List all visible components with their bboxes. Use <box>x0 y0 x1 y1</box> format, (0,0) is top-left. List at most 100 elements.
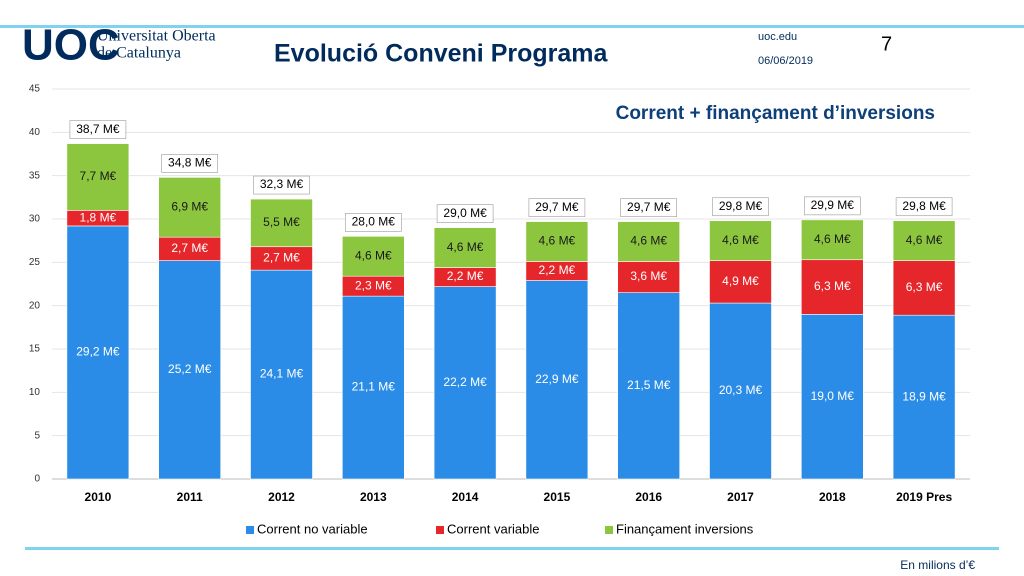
x-tick-label: 2011 <box>177 490 203 504</box>
value-label: 5,5 M€ <box>263 215 300 229</box>
bar-segment <box>250 269 313 480</box>
chart-subtitle: Corrent + finançament d’inversions <box>616 103 935 124</box>
value-label: 4,6 M€ <box>447 240 484 254</box>
legend-label: Finançament inversions <box>616 521 754 536</box>
bar-segment <box>158 177 221 238</box>
bar-segment <box>617 221 681 262</box>
legend-label: Corrent no variable <box>257 521 368 536</box>
x-tick-label: 2018 <box>819 490 846 504</box>
bar-segment <box>709 302 772 480</box>
value-label: 19,0 M€ <box>811 389 855 403</box>
total-label: 38,7 M€ <box>76 122 120 136</box>
value-label: 6,3 M€ <box>906 280 943 294</box>
page-number: 7 <box>881 33 892 55</box>
total-box <box>712 197 769 217</box>
total-label: 32,3 M€ <box>260 177 304 191</box>
bar-segment <box>709 220 772 261</box>
y-tick-label: 30 <box>29 214 41 225</box>
value-label: 4,9 M€ <box>722 274 759 288</box>
value-label: 25,2 M€ <box>168 362 212 376</box>
total-label: 29,9 M€ <box>811 198 855 212</box>
bar-segment <box>250 198 313 248</box>
value-label: 22,9 M€ <box>535 372 579 386</box>
legend-label: Corrent variable <box>447 521 540 536</box>
total-box <box>161 154 218 173</box>
institution: Universitat Oberta <box>97 28 216 45</box>
value-label: 22,2 M€ <box>443 375 487 389</box>
total-box <box>895 197 953 217</box>
bar-segment <box>800 259 864 315</box>
y-tick-label: 10 <box>29 387 41 398</box>
y-tick-label: 20 <box>29 300 41 311</box>
bar-segment <box>617 292 681 480</box>
value-label: 24,1 M€ <box>260 367 304 381</box>
value-label: 4,6 M€ <box>630 234 667 248</box>
value-label: 1,8 M€ <box>80 210 117 224</box>
total-label: 28,0 M€ <box>352 215 396 229</box>
total-box <box>253 175 310 195</box>
value-label: 2,3 M€ <box>355 278 392 292</box>
value-label: 4,6 M€ <box>906 233 943 247</box>
bar-segment <box>800 219 864 261</box>
total-box <box>620 198 678 217</box>
total-label: 34,8 M€ <box>168 156 212 170</box>
bar-segment <box>617 261 681 293</box>
x-tick-label: 2017 <box>727 490 754 504</box>
x-tick-label: 2015 <box>544 490 571 504</box>
legend-swatch <box>436 526 444 534</box>
total-label: 29,0 M€ <box>443 206 487 220</box>
bar-segment <box>525 280 589 480</box>
x-tick-label: 2016 <box>635 490 662 504</box>
x-tick-label: 2019 Pres <box>896 490 952 504</box>
bottom-rule <box>25 547 999 550</box>
x-tick-label: 2010 <box>85 490 112 504</box>
bar-segment <box>800 314 864 480</box>
date: 06/06/2019 <box>758 55 813 67</box>
bar-segment <box>341 236 405 277</box>
x-tick-label: 2014 <box>452 490 479 504</box>
top-rule <box>0 25 1024 28</box>
total-box <box>528 198 586 217</box>
value-label: 7,7 M€ <box>80 169 117 183</box>
value-label: 4,6 M€ <box>722 233 759 247</box>
bar-segment <box>341 295 405 480</box>
value-label: 29,2 M€ <box>76 345 120 359</box>
value-label: 4,6 M€ <box>355 248 392 262</box>
institution: de Catalunya <box>97 45 181 62</box>
x-tick-label: 2013 <box>360 490 387 504</box>
bar-segment <box>892 314 956 480</box>
total-label: 29,8 M€ <box>719 199 763 213</box>
bar-segment <box>525 221 589 262</box>
bar-segment <box>158 260 221 480</box>
total-label: 29,7 M€ <box>627 200 671 214</box>
y-tick-label: 0 <box>34 474 40 485</box>
bar-segment <box>433 227 497 268</box>
y-tick-label: 5 <box>34 430 40 441</box>
x-tick-label: 2012 <box>268 490 295 504</box>
total-label: 29,8 M€ <box>902 199 946 213</box>
value-label: 2,7 M€ <box>171 241 208 255</box>
total-label: 29,7 M€ <box>535 200 579 214</box>
y-tick-label: 25 <box>29 257 41 268</box>
legend-swatch <box>246 526 254 534</box>
value-label: 3,6 M€ <box>630 269 667 283</box>
y-tick-label: 35 <box>29 170 41 181</box>
bar-segment <box>66 225 130 480</box>
value-label: 6,3 M€ <box>814 279 851 293</box>
slide-title: Evolució Conveni Programa <box>274 40 609 68</box>
y-tick-label: 45 <box>29 84 41 95</box>
legend-swatch <box>605 526 613 534</box>
bar-segment <box>66 143 130 211</box>
value-label: 20,3 M€ <box>719 383 763 397</box>
value-label: 6,9 M€ <box>171 199 208 213</box>
bar-segment <box>433 286 497 480</box>
value-label: 18,9 M€ <box>902 389 946 403</box>
total-box <box>436 204 494 223</box>
y-tick-label: 15 <box>29 344 41 355</box>
total-box <box>344 213 402 232</box>
logo: UOC <box>22 21 120 70</box>
y-tick-label: 40 <box>29 127 41 138</box>
value-label: 21,1 M€ <box>352 380 396 394</box>
value-label: 2,2 M€ <box>447 269 484 283</box>
